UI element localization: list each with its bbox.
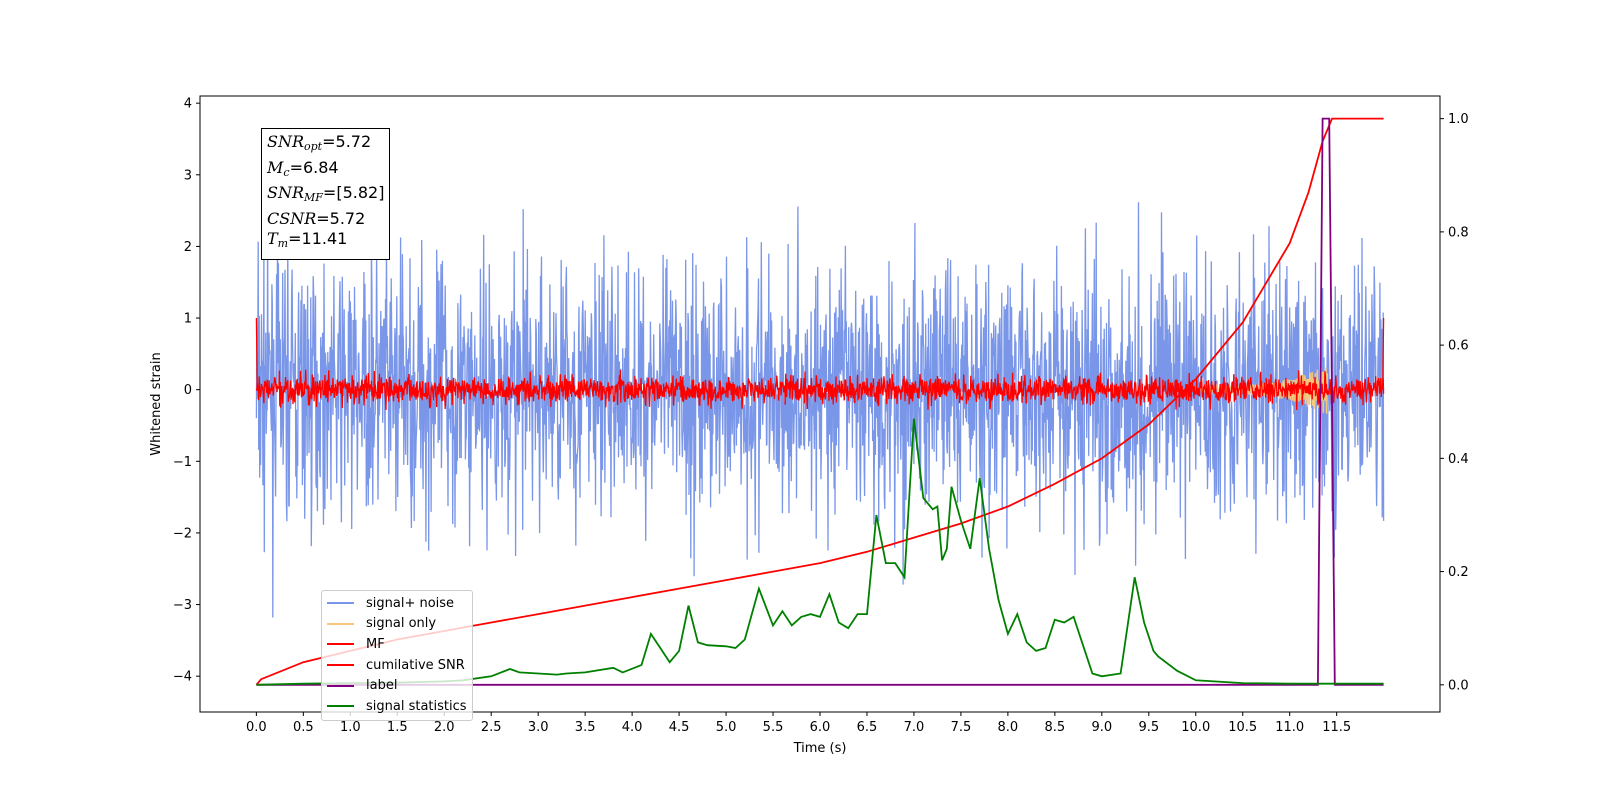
y2-tick-label: 0.2	[1448, 565, 1469, 580]
legend-entry: cumilative SNR	[327, 655, 467, 676]
x-tick-label: 6.5	[857, 720, 878, 735]
x-tick-label: 3.5	[575, 720, 596, 735]
legend-entry: signal only	[327, 614, 467, 635]
y-tick-label: 3	[184, 168, 192, 183]
x-tick-label: 1.5	[387, 720, 408, 735]
y-tick-label: 1	[184, 312, 192, 327]
legend-swatch	[327, 622, 354, 625]
legend-entry: MF	[327, 634, 467, 655]
y-tick-label: 4	[184, 97, 192, 112]
y2-tick-label: 1.0	[1448, 112, 1469, 127]
legend-label: signal statistics	[366, 698, 467, 714]
x-tick-label: 1.0	[340, 720, 361, 735]
y-tick-label: 0	[184, 383, 192, 398]
x-tick-label: 7.0	[904, 720, 925, 735]
legend-swatch	[327, 705, 354, 708]
x-tick-label: 9.5	[1138, 720, 1159, 735]
stats-line: Mc=6.84	[267, 158, 384, 184]
stats-subscript: c	[283, 165, 290, 179]
series-mf-start-spike	[255, 317, 258, 390]
y-axis-label: Whitened strain	[149, 352, 164, 455]
y-axis-right: 1.0 0.8 0.6 0.4 0.2 0.0	[1440, 112, 1469, 693]
legend-label: signal only	[366, 616, 437, 632]
legend-label: label	[366, 678, 398, 694]
x-tick-label: 10.0	[1181, 720, 1210, 735]
y2-tick-label: 0.6	[1448, 339, 1469, 354]
legend-swatch	[327, 602, 354, 605]
legend-entry: label	[327, 675, 467, 696]
y-tick-label: −4	[173, 670, 192, 685]
legend-entry: signal+ noise	[327, 593, 467, 614]
stats-value: =5.72	[316, 208, 366, 228]
y-axis-left: 4 3 2 1 0 −1 −2 −3 −4	[173, 97, 200, 685]
stats-symbol: CSNR	[267, 208, 317, 228]
stats-subscript: MF	[304, 191, 323, 204]
y-tick-label: −3	[173, 598, 192, 613]
series-signal-statistics	[256, 418, 1384, 686]
y2-tick-label: 0.4	[1448, 452, 1469, 467]
legend-label: MF	[366, 636, 385, 652]
y-tick-label: −1	[173, 455, 192, 470]
x-tick-label: 8.5	[1045, 720, 1066, 735]
stats-subscript: m	[277, 237, 289, 250]
x-tick-label: 5.0	[716, 720, 737, 735]
stats-annotation-box: SNRopt=5.72 Mc=6.84 SNRMF=[5.82] CSNR=5.72 T…	[261, 128, 391, 260]
series-label	[256, 117, 1384, 686]
stats-line: SNRMF=[5.82]	[267, 183, 384, 209]
legend-swatch	[327, 684, 354, 687]
legend: signal+ noise signal only MF cumilative SNR…	[321, 590, 473, 721]
stats-line: SNRopt=5.72	[267, 132, 384, 158]
stats-subscript: opt	[304, 140, 323, 153]
x-axis: 0.0 0.5 1.0 1.5 2.0 2.5 3.0 3.5 4.0 4.5 5.0 5.5 6.0 6…	[246, 712, 1351, 735]
x-tick-label: 9.0	[1091, 720, 1112, 735]
y2-tick-label: 0.8	[1448, 225, 1469, 240]
stats-line: CSNR=5.72	[267, 209, 384, 230]
stats-symbol: SNR	[267, 132, 305, 151]
stats-symbol: SNR	[267, 183, 305, 202]
x-tick-label: 4.0	[622, 720, 643, 735]
legend-label: cumilative SNR	[366, 657, 465, 673]
series-signal-only	[1195, 367, 1329, 414]
x-tick-label: 0.5	[293, 720, 314, 735]
series-mf	[255, 369, 1385, 411]
x-tick-label: 5.5	[763, 720, 784, 735]
series-layer	[255, 117, 1385, 686]
x-tick-label: 3.0	[528, 720, 549, 735]
stats-value: =6.84	[289, 157, 339, 177]
legend-label: signal+ noise	[366, 595, 455, 611]
y2-tick-label: 0.0	[1448, 678, 1469, 693]
x-tick-label: 7.5	[951, 720, 972, 735]
legend-swatch	[327, 643, 354, 646]
stats-line: Tm=11.41	[267, 229, 384, 255]
x-tick-label: 11.0	[1275, 720, 1304, 735]
x-tick-label: 6.0	[810, 720, 831, 735]
x-tick-label: 4.5	[669, 720, 690, 735]
stats-symbol: M	[267, 157, 284, 177]
x-tick-label: 8.0	[998, 720, 1019, 735]
series-mf-end-spike	[1382, 317, 1385, 390]
stats-value: =5.72	[322, 132, 372, 151]
legend-swatch	[327, 664, 354, 667]
y-tick-label: −2	[173, 526, 192, 541]
legend-entry: signal statistics	[327, 696, 467, 717]
y-tick-label: 2	[184, 240, 192, 255]
x-tick-label: 2.0	[434, 720, 455, 735]
stats-value: =[5.82]	[322, 183, 385, 202]
stats-value: =11.41	[288, 229, 348, 248]
x-tick-label: 10.5	[1228, 720, 1257, 735]
x-tick-label: 2.5	[481, 720, 502, 735]
x-tick-label: 11.5	[1322, 720, 1351, 735]
x-axis-label: Time (s)	[793, 741, 847, 756]
x-tick-label: 0.0	[246, 720, 267, 735]
stats-symbol: T	[267, 229, 278, 248]
